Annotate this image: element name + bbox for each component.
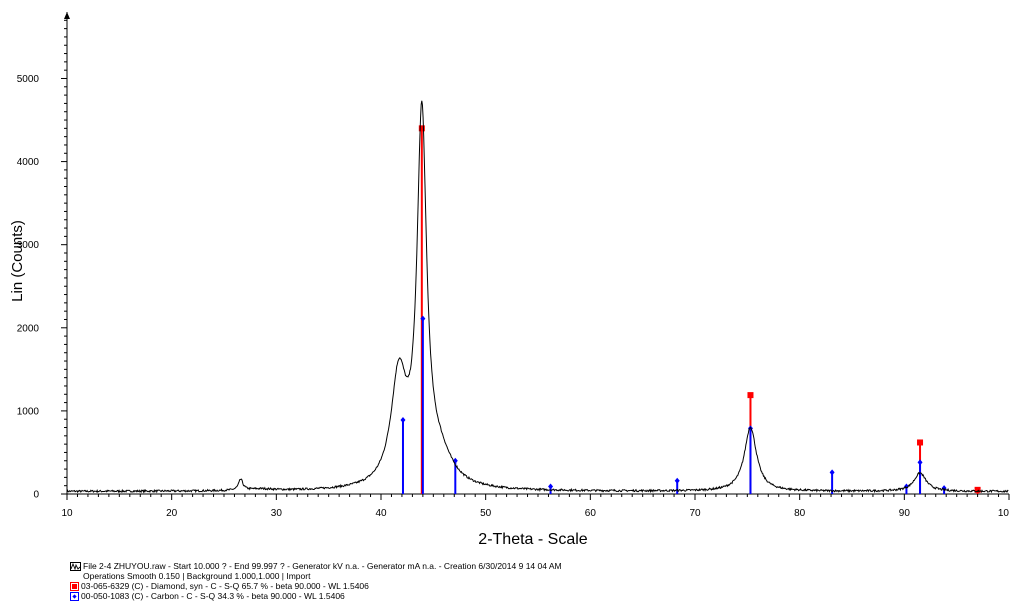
square-marker [418,125,425,132]
x-tick-label: 50 [480,508,492,519]
x-tick-label: 10 [998,508,1010,519]
x-tick-label: 30 [271,508,283,519]
y-tick-label: 3000 [17,240,40,251]
diamond-marker [400,417,406,424]
y-axis-ticks: 0 1000 2000 3000 4000 5000 [17,74,67,501]
legend-operations-entry: Operations Smooth 0.150 | Background 1.0… [70,571,562,581]
legend-carbon-text: 00-050-1083 (C) - Carbon - C - S-Q 34.3 … [81,591,345,601]
y-axis-title: Lin (Counts) [9,220,26,302]
square-marker [747,392,754,399]
y-tick-label: 5000 [17,74,40,85]
square-marker [917,439,924,446]
diamond-marker [420,315,426,322]
y-axis-arrow [64,12,70,19]
x-axis-title: 2-Theta - Scale [478,531,587,548]
y-tick-label: 1000 [17,406,40,417]
legend-carbon-entry: 00-050-1083 (C) - Carbon - C - S-Q 34.3 … [70,591,562,601]
diamond-marker [917,459,923,466]
x-tick-label: 80 [794,508,806,519]
legend-file-entry: File 2-4 ZHUYOU.raw - Start 10.000 ? - E… [70,561,562,571]
diamond-marker [548,483,554,490]
diamond-marker [829,469,835,476]
y-tick-label: 4000 [17,157,40,168]
reference-sticks [400,125,981,494]
square-marker [974,486,981,493]
legend-diamond-text: 03-065-6329 (C) - Diamond, syn - C - S-Q… [81,581,369,591]
legend-operations-text: Operations Smooth 0.150 | Background 1.0… [83,571,311,581]
pattern-file-icon [70,561,81,571]
red-square-marker-icon [70,581,79,591]
diamond-marker [674,477,680,484]
y-tick-label: 2000 [17,323,40,334]
x-tick-label: 70 [689,508,701,519]
chart-legend: File 2-4 ZHUYOU.raw - Start 10.000 ? - E… [70,561,562,601]
legend-file-text: File 2-4 ZHUYOU.raw - Start 10.000 ? - E… [83,561,562,571]
x-tick-label: 60 [585,508,597,519]
legend-diamond-entry: 03-065-6329 (C) - Diamond, syn - C - S-Q… [70,581,562,591]
diffraction-pattern-line [66,100,1009,494]
x-tick-label: 10 [61,508,73,519]
x-tick-label: 20 [166,508,178,519]
x-axis-ticks: 10 20 30 40 50 60 70 80 90 10 [61,494,1010,519]
blue-diamond-marker-icon [70,591,79,601]
x-tick-label: 40 [375,508,387,519]
y-tick-label: 0 [33,490,39,501]
xrd-chart: 0 1000 2000 3000 4000 5000 10 20 30 40 50 60 70 80 90… [9,12,1010,548]
x-tick-label: 90 [899,508,911,519]
